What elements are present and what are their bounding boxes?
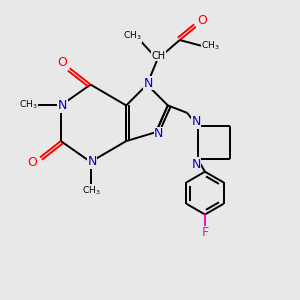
- Text: O: O: [57, 56, 67, 69]
- Text: N: N: [58, 99, 67, 112]
- Text: N: N: [191, 115, 201, 128]
- Text: O: O: [28, 156, 38, 169]
- Text: N: N: [144, 76, 153, 90]
- Text: O: O: [197, 14, 207, 27]
- Text: N: N: [191, 158, 201, 171]
- Text: N: N: [87, 155, 97, 168]
- Text: CH: CH: [152, 51, 166, 61]
- Text: CH$_3$: CH$_3$: [201, 40, 220, 52]
- Text: F: F: [201, 226, 208, 239]
- Text: CH$_3$: CH$_3$: [19, 99, 38, 111]
- Text: N: N: [154, 127, 164, 140]
- Text: CH$_3$: CH$_3$: [82, 184, 100, 197]
- Text: CH$_3$: CH$_3$: [123, 30, 142, 42]
